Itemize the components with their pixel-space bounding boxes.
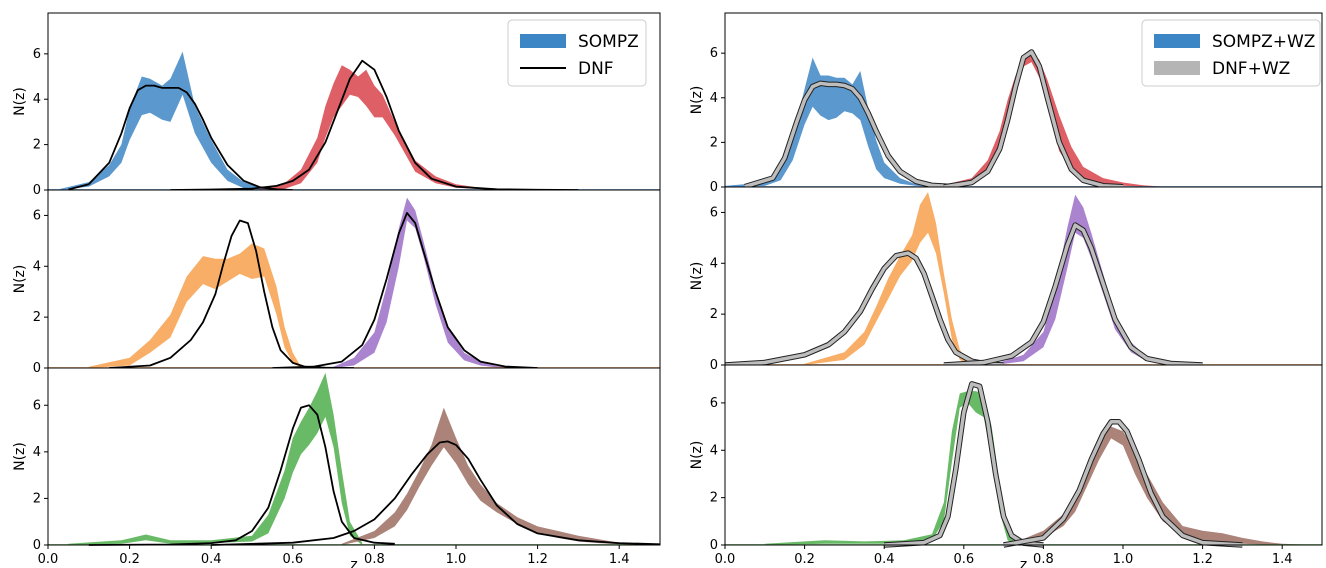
x-tick-label: 0.2 bbox=[119, 552, 140, 567]
subplot-2: 0 2 4 6 N(z) bbox=[12, 189, 661, 376]
dnf-wz-curve-1 bbox=[884, 382, 1044, 547]
plot-area bbox=[48, 190, 660, 368]
y-tick-label: 6 bbox=[710, 205, 718, 220]
y-axis-label: N(z) bbox=[12, 442, 28, 471]
y-tick-label: 0 bbox=[33, 183, 41, 198]
x-tick-label: 1.2 bbox=[1192, 552, 1213, 567]
dnf-curve-1 bbox=[109, 219, 355, 369]
sompz-band-2 bbox=[995, 194, 1183, 365]
x-axis-label: z bbox=[350, 557, 357, 568]
dnf-curve-2 bbox=[170, 59, 579, 191]
legend-label: DNF+WZ bbox=[1212, 59, 1290, 79]
y-tick-label: 4 bbox=[710, 256, 718, 271]
y-tick-label: 2 bbox=[710, 491, 718, 506]
y-tick-label: 6 bbox=[33, 47, 41, 62]
dnf-curve-2 bbox=[211, 440, 661, 546]
axes-frame bbox=[47, 367, 661, 546]
legend-label: SOMPZ bbox=[578, 32, 639, 52]
x-tick-label: 0.8 bbox=[364, 552, 385, 567]
right-panel: 0 2 4 6 N(z) 0 2 4 6 N(z) 0 2 4 6 N(z) 0.0 0.2 0.4 0.6 0.8 1… bbox=[689, 12, 1323, 568]
legend-box bbox=[507, 19, 647, 87]
plot-area bbox=[725, 187, 1322, 365]
legend-swatch bbox=[520, 34, 566, 48]
y-tick-label: 4 bbox=[33, 92, 41, 107]
x-tick-label: 0.8 bbox=[1033, 552, 1054, 567]
y-tick-label: 6 bbox=[710, 46, 718, 61]
x-tick-label: 0.4 bbox=[874, 552, 895, 567]
dnf-wz-curve-1 bbox=[744, 81, 956, 189]
legend-swatch bbox=[1154, 34, 1200, 48]
y-tick-label: 2 bbox=[33, 138, 41, 153]
y-tick-label: 4 bbox=[710, 91, 718, 106]
left-panel: 0 2 4 6 N(z) 0 2 4 6 N(z) 0 2 4 6 N(z) 0.0 0.2 0.4 0.6 0.8 1… bbox=[12, 12, 661, 568]
x-tick-label: 1.0 bbox=[446, 552, 467, 567]
sompz-band-1 bbox=[88, 243, 301, 368]
legend: SOMPZ DNF bbox=[507, 19, 647, 87]
y-tick-label: 6 bbox=[710, 396, 718, 411]
y-tick-label: 2 bbox=[33, 491, 41, 506]
y-tick-label: 0 bbox=[33, 361, 41, 376]
y-tick-label: 0 bbox=[710, 538, 718, 553]
y-tick-label: 2 bbox=[33, 310, 41, 325]
y-tick-label: 0 bbox=[33, 538, 41, 553]
x-tick-label: 0.4 bbox=[201, 552, 222, 567]
sompz-band-2 bbox=[260, 65, 538, 190]
x-tick-label: 1.4 bbox=[609, 552, 630, 567]
y-tick-label: 4 bbox=[710, 443, 718, 458]
y-axis-label: N(z) bbox=[689, 262, 705, 291]
y-axis-label: N(z) bbox=[12, 265, 28, 294]
sompz-band-2 bbox=[333, 197, 514, 368]
dnf-wz-curve-2 bbox=[943, 223, 1203, 367]
subplot-3: 0 2 4 6 N(z) bbox=[12, 367, 661, 553]
subplot-2: 0 2 4 6 N(z) bbox=[689, 186, 1323, 373]
legend-label: DNF bbox=[578, 59, 614, 79]
dnf-curve-2 bbox=[272, 212, 538, 369]
y-tick-label: 2 bbox=[710, 135, 718, 150]
dnf-wz-curve-2 bbox=[1003, 420, 1243, 547]
x-tick-label: 1.0 bbox=[1113, 552, 1134, 567]
y-tick-label: 6 bbox=[33, 208, 41, 223]
legend: SOMPZ+WZ DNF+WZ bbox=[1141, 19, 1321, 87]
sompz-band-1 bbox=[60, 51, 277, 190]
x-tick-label: 0.0 bbox=[715, 552, 736, 567]
sompz-band-1 bbox=[804, 192, 976, 365]
x-tick-label: 0.6 bbox=[953, 552, 974, 567]
sompz-band-1 bbox=[725, 57, 932, 187]
y-tick-label: 0 bbox=[710, 180, 718, 195]
plot-area bbox=[725, 365, 1322, 545]
y-axis-label: N(z) bbox=[689, 86, 705, 115]
x-tick-label: 0.2 bbox=[794, 552, 815, 567]
y-tick-label: 6 bbox=[33, 398, 41, 413]
y-axis-label: N(z) bbox=[12, 87, 28, 116]
dnf-wz-curve-1 bbox=[724, 251, 1004, 367]
y-tick-label: 4 bbox=[33, 445, 41, 460]
dnf-curve-1 bbox=[68, 84, 293, 191]
dnf-curve-1 bbox=[88, 404, 395, 546]
y-tick-label: 2 bbox=[710, 307, 718, 322]
legend-swatch bbox=[1154, 61, 1200, 75]
subplot-3: 0 2 4 6 N(z) bbox=[689, 364, 1323, 553]
x-axis-label: z bbox=[1020, 557, 1027, 568]
dnf-wz-curve-2 bbox=[943, 50, 1124, 189]
y-axis-label: N(z) bbox=[689, 441, 705, 470]
x-tick-label: 1.4 bbox=[1272, 552, 1293, 567]
y-tick-label: 4 bbox=[33, 259, 41, 274]
legend-label: SOMPZ+WZ bbox=[1212, 32, 1315, 52]
y-tick-label: 0 bbox=[710, 358, 718, 373]
sompz-band-1 bbox=[764, 391, 1016, 545]
x-tick-label: 0.0 bbox=[38, 552, 59, 567]
x-tick-label: 1.2 bbox=[527, 552, 548, 567]
x-tick-label: 0.6 bbox=[282, 552, 303, 567]
plot-area bbox=[48, 368, 660, 545]
axes-frame bbox=[724, 364, 1323, 546]
